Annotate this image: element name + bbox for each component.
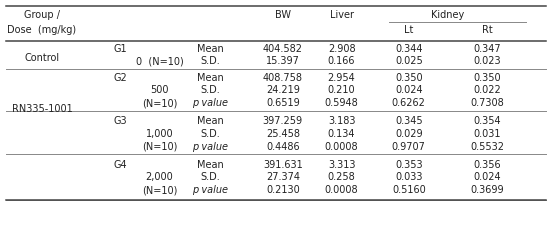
Text: Mean: Mean bbox=[197, 72, 223, 82]
Text: RN335-1001: RN335-1001 bbox=[12, 103, 72, 114]
Text: Mean: Mean bbox=[197, 159, 223, 169]
Text: 0.0008: 0.0008 bbox=[325, 184, 358, 195]
Text: 0.025: 0.025 bbox=[395, 56, 423, 66]
Text: 0.356: 0.356 bbox=[473, 159, 501, 169]
Text: 0.5532: 0.5532 bbox=[470, 141, 504, 151]
Text: 0.023: 0.023 bbox=[473, 56, 501, 66]
Text: Rt: Rt bbox=[482, 25, 493, 35]
Text: 500: 500 bbox=[150, 85, 169, 95]
Text: 0.0008: 0.0008 bbox=[325, 141, 358, 151]
Text: 0.033: 0.033 bbox=[395, 172, 423, 182]
Text: 404.582: 404.582 bbox=[263, 43, 303, 54]
Text: 0.5160: 0.5160 bbox=[392, 184, 426, 195]
Text: 2,000: 2,000 bbox=[146, 172, 174, 182]
Text: 0.166: 0.166 bbox=[328, 56, 356, 66]
Text: 0.031: 0.031 bbox=[473, 128, 501, 138]
Text: 0.2130: 0.2130 bbox=[266, 184, 300, 195]
Text: Group /: Group / bbox=[24, 10, 60, 20]
Text: 15.397: 15.397 bbox=[266, 56, 300, 66]
Text: 0.134: 0.134 bbox=[328, 128, 356, 138]
Text: S.D.: S.D. bbox=[200, 85, 220, 95]
Text: G2: G2 bbox=[114, 72, 127, 82]
Text: 0.350: 0.350 bbox=[473, 72, 501, 82]
Text: 0.029: 0.029 bbox=[395, 128, 423, 138]
Text: 391.631: 391.631 bbox=[263, 159, 302, 169]
Text: 0.022: 0.022 bbox=[473, 85, 501, 95]
Text: 408.758: 408.758 bbox=[263, 72, 303, 82]
Text: G3: G3 bbox=[114, 116, 127, 126]
Text: Mean: Mean bbox=[197, 116, 223, 126]
Text: Mean: Mean bbox=[197, 43, 223, 54]
Text: 3.313: 3.313 bbox=[328, 159, 356, 169]
Text: 397.259: 397.259 bbox=[263, 116, 303, 126]
Text: 0.350: 0.350 bbox=[395, 72, 423, 82]
Text: 1,000: 1,000 bbox=[146, 128, 174, 138]
Text: (N=10): (N=10) bbox=[142, 98, 178, 108]
Text: 0.6519: 0.6519 bbox=[266, 98, 300, 108]
Text: Dose  (mg/kg): Dose (mg/kg) bbox=[7, 25, 77, 35]
Text: 25.458: 25.458 bbox=[266, 128, 300, 138]
Text: 0.7308: 0.7308 bbox=[470, 98, 504, 108]
Text: 0.210: 0.210 bbox=[328, 85, 356, 95]
Text: 0.024: 0.024 bbox=[473, 172, 501, 182]
Text: 3.183: 3.183 bbox=[328, 116, 356, 126]
Text: G4: G4 bbox=[114, 159, 127, 169]
Text: 0.344: 0.344 bbox=[395, 43, 423, 54]
Text: 27.374: 27.374 bbox=[266, 172, 300, 182]
Text: 2.954: 2.954 bbox=[328, 72, 356, 82]
Text: 0.6262: 0.6262 bbox=[392, 98, 426, 108]
Text: Liver: Liver bbox=[330, 10, 353, 20]
Text: Control: Control bbox=[25, 53, 59, 63]
Text: 0.354: 0.354 bbox=[473, 116, 501, 126]
Text: 0.4486: 0.4486 bbox=[266, 141, 300, 151]
Text: 0.3699: 0.3699 bbox=[470, 184, 504, 195]
Text: 0.024: 0.024 bbox=[395, 85, 423, 95]
Text: 0.258: 0.258 bbox=[328, 172, 356, 182]
Text: S.D.: S.D. bbox=[200, 172, 220, 182]
Text: p value: p value bbox=[192, 184, 228, 195]
Text: 0.5948: 0.5948 bbox=[325, 98, 358, 108]
Text: Lt: Lt bbox=[404, 25, 413, 35]
Text: Kidney: Kidney bbox=[431, 10, 465, 20]
Text: p value: p value bbox=[192, 98, 228, 108]
Text: (N=10): (N=10) bbox=[142, 184, 178, 195]
Text: 0.353: 0.353 bbox=[395, 159, 423, 169]
Text: 0.9707: 0.9707 bbox=[392, 141, 426, 151]
Text: 2.908: 2.908 bbox=[328, 43, 356, 54]
Text: 0.345: 0.345 bbox=[395, 116, 423, 126]
Text: BW: BW bbox=[275, 10, 291, 20]
Text: S.D.: S.D. bbox=[200, 128, 220, 138]
Text: 0.347: 0.347 bbox=[473, 43, 501, 54]
Text: (N=10): (N=10) bbox=[142, 141, 178, 151]
Text: 24.219: 24.219 bbox=[266, 85, 300, 95]
Text: 0  (N=10): 0 (N=10) bbox=[136, 56, 184, 66]
Text: p value: p value bbox=[192, 141, 228, 151]
Text: G1: G1 bbox=[114, 43, 127, 54]
Text: S.D.: S.D. bbox=[200, 56, 220, 66]
